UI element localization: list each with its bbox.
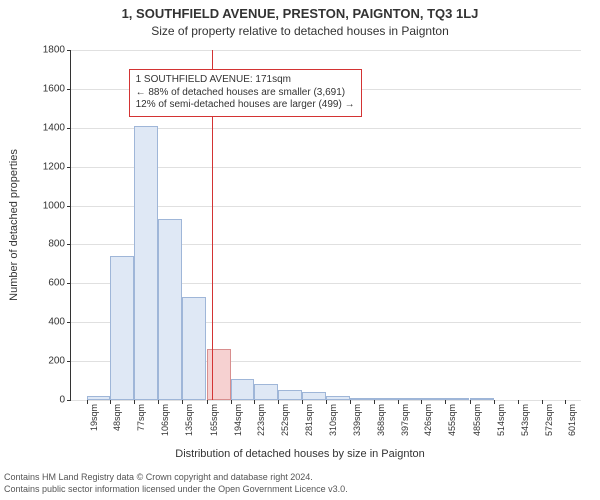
ytick-label: 400: [48, 317, 71, 328]
histogram-bar: [470, 398, 494, 400]
xtick-mark: [374, 400, 375, 404]
histogram-bar: [110, 256, 134, 400]
histogram-bar: [231, 379, 255, 400]
xtick-label: 368sqm: [376, 404, 386, 436]
chart-root: 1, SOUTHFIELD AVENUE, PRESTON, PAIGNTON,…: [0, 0, 600, 500]
histogram-bar: [158, 219, 182, 400]
xtick-label: 455sqm: [447, 404, 457, 436]
histogram-bar: [374, 398, 398, 400]
xtick-mark: [302, 400, 303, 404]
xtick-label: 543sqm: [520, 404, 530, 436]
y-axis-label: Number of detached properties: [8, 149, 20, 301]
xtick-mark: [182, 400, 183, 404]
footer-line1: Contains HM Land Registry data © Crown c…: [4, 472, 313, 482]
xtick-label: 601sqm: [567, 404, 577, 436]
xtick-mark: [87, 400, 88, 404]
xtick-mark: [398, 400, 399, 404]
xtick-label: 514sqm: [496, 404, 506, 436]
ytick-label: 800: [48, 239, 71, 250]
xtick-mark: [470, 400, 471, 404]
ytick-label: 200: [48, 356, 71, 367]
xtick-mark: [494, 400, 495, 404]
ytick-label: 1400: [43, 122, 71, 133]
ytick-label: 1200: [43, 161, 71, 172]
histogram-bar: [87, 396, 111, 400]
plot-area: 02004006008001000120014001600180019sqm48…: [70, 50, 581, 401]
annotation-box: 1 SOUTHFIELD AVENUE: 171sqm← 88% of deta…: [129, 69, 362, 117]
xtick-label: 48sqm: [112, 404, 122, 431]
xtick-mark: [350, 400, 351, 404]
xtick-label: 397sqm: [400, 404, 410, 436]
chart-title-line1: 1, SOUTHFIELD AVENUE, PRESTON, PAIGNTON,…: [0, 6, 600, 21]
xtick-label: 485sqm: [472, 404, 482, 436]
xtick-label: 194sqm: [233, 404, 243, 436]
histogram-bar: [182, 297, 206, 400]
histogram-bar: [254, 384, 278, 400]
annotation-line: 12% of semi-detached houses are larger (…: [136, 99, 355, 112]
histogram-bar: [445, 398, 469, 400]
xtick-label: 281sqm: [304, 404, 314, 436]
xtick-label: 165sqm: [209, 404, 219, 436]
xtick-label: 135sqm: [184, 404, 194, 436]
chart-title-line2: Size of property relative to detached ho…: [0, 24, 600, 38]
x-axis-label: Distribution of detached houses by size …: [0, 448, 600, 460]
ytick-label: 1000: [43, 200, 71, 211]
annotation-line: ← 88% of detached houses are smaller (3,…: [136, 87, 355, 100]
footer-line2: Contains public sector information licen…: [4, 484, 348, 494]
xtick-label: 19sqm: [89, 404, 99, 431]
xtick-mark: [542, 400, 543, 404]
histogram-bar: [421, 398, 445, 400]
ytick-label: 600: [48, 278, 71, 289]
ytick-label: 1600: [43, 83, 71, 94]
xtick-label: 572sqm: [544, 404, 554, 436]
histogram-bar: [350, 398, 374, 400]
xtick-mark: [207, 400, 208, 404]
xtick-label: 77sqm: [136, 404, 146, 431]
histogram-bar: [134, 126, 158, 400]
xtick-label: 310sqm: [328, 404, 338, 436]
xtick-mark: [326, 400, 327, 404]
xtick-label: 426sqm: [423, 404, 433, 436]
xtick-mark: [518, 400, 519, 404]
histogram-bar: [398, 398, 422, 400]
histogram-bar: [278, 390, 302, 400]
ytick-label: 1800: [43, 45, 71, 56]
ytick-label: 0: [59, 395, 71, 406]
histogram-bar: [302, 392, 326, 400]
gridline: [71, 50, 581, 51]
annotation-line: 1 SOUTHFIELD AVENUE: 171sqm: [136, 74, 355, 87]
xtick-label: 223sqm: [256, 404, 266, 436]
histogram-bar: [326, 396, 350, 400]
xtick-label: 339sqm: [352, 404, 362, 436]
xtick-mark: [231, 400, 232, 404]
xtick-label: 106sqm: [160, 404, 170, 436]
histogram-bar: [207, 349, 231, 400]
xtick-label: 252sqm: [280, 404, 290, 436]
